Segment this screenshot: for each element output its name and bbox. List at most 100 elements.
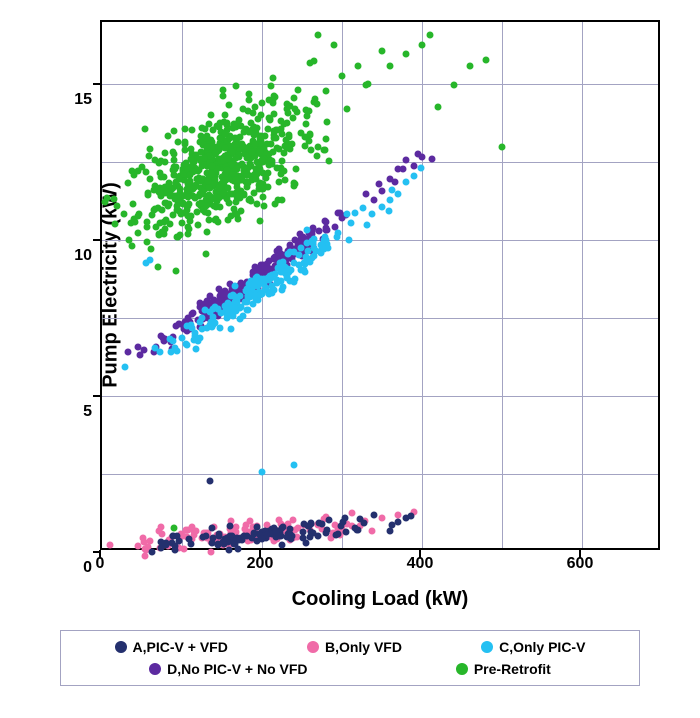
data-point bbox=[125, 348, 132, 355]
data-point bbox=[224, 308, 231, 315]
data-point bbox=[318, 520, 325, 527]
data-point bbox=[208, 162, 215, 169]
data-point bbox=[141, 347, 148, 354]
data-point bbox=[403, 50, 410, 57]
tick-mark-y bbox=[93, 551, 101, 553]
data-point bbox=[322, 136, 329, 143]
data-point bbox=[387, 527, 394, 534]
data-point bbox=[191, 329, 198, 336]
data-point bbox=[324, 118, 331, 125]
data-point bbox=[163, 216, 170, 223]
data-point bbox=[181, 125, 188, 132]
data-point bbox=[208, 549, 215, 556]
tick-label-y: 5 bbox=[52, 403, 92, 421]
gridline-horizontal bbox=[102, 396, 658, 397]
data-point bbox=[204, 228, 211, 235]
data-point bbox=[141, 553, 148, 560]
data-point bbox=[185, 212, 192, 219]
data-point bbox=[143, 224, 150, 231]
x-axis-title: Cooling Load (kW) bbox=[100, 588, 660, 611]
data-point bbox=[310, 529, 317, 536]
data-point bbox=[149, 549, 156, 556]
data-point bbox=[368, 211, 375, 218]
tick-mark-y bbox=[93, 239, 101, 241]
data-point bbox=[359, 204, 366, 211]
legend-item: D,No PIC-V + No VFD bbox=[149, 661, 307, 677]
data-point bbox=[347, 219, 354, 226]
data-point bbox=[169, 149, 176, 156]
data-point bbox=[258, 99, 265, 106]
data-point bbox=[349, 510, 356, 517]
data-point bbox=[179, 193, 186, 200]
data-point bbox=[147, 245, 154, 252]
data-point bbox=[243, 533, 250, 540]
data-point bbox=[209, 524, 216, 531]
data-point bbox=[245, 90, 252, 97]
tick-label-x: 600 bbox=[567, 555, 594, 573]
data-point bbox=[428, 155, 435, 162]
data-point bbox=[125, 179, 132, 186]
data-point bbox=[151, 344, 158, 351]
data-point bbox=[338, 523, 345, 530]
data-point bbox=[132, 219, 139, 226]
legend-item: B,Only VFD bbox=[307, 639, 402, 655]
data-point bbox=[284, 530, 291, 537]
data-point bbox=[379, 515, 386, 522]
data-point bbox=[161, 173, 168, 180]
data-point bbox=[467, 63, 474, 70]
data-point bbox=[387, 175, 394, 182]
data-point bbox=[419, 41, 426, 48]
data-point bbox=[166, 335, 173, 342]
data-point bbox=[165, 132, 172, 139]
legend-row: D,No PIC-V + No VFD Pre-Retrofit bbox=[75, 661, 625, 677]
data-point bbox=[244, 307, 251, 314]
data-point bbox=[194, 222, 201, 229]
data-point bbox=[176, 321, 183, 328]
data-point bbox=[135, 229, 142, 236]
data-point bbox=[121, 364, 128, 371]
data-point bbox=[233, 154, 240, 161]
data-point bbox=[162, 149, 169, 156]
data-point bbox=[287, 102, 294, 109]
data-point bbox=[205, 120, 212, 127]
legend-label: C,Only PIC-V bbox=[499, 639, 585, 655]
data-point bbox=[256, 217, 263, 224]
legend-swatch bbox=[481, 641, 493, 653]
data-point bbox=[205, 183, 212, 190]
data-point bbox=[251, 171, 258, 178]
data-point bbox=[215, 219, 222, 226]
gridline-vertical bbox=[342, 22, 343, 548]
data-point bbox=[313, 100, 320, 107]
data-point bbox=[233, 198, 240, 205]
data-point bbox=[199, 326, 206, 333]
data-point bbox=[175, 138, 182, 145]
data-point bbox=[499, 144, 506, 151]
legend-item: Pre-Retrofit bbox=[456, 661, 551, 677]
data-point bbox=[305, 138, 312, 145]
data-point bbox=[341, 514, 348, 521]
data-point bbox=[231, 283, 238, 290]
tick-mark-y bbox=[93, 83, 101, 85]
data-point bbox=[273, 145, 280, 152]
data-point bbox=[323, 236, 330, 243]
data-point bbox=[244, 184, 251, 191]
data-point bbox=[157, 219, 164, 226]
gridline-vertical bbox=[422, 22, 423, 548]
data-point bbox=[313, 152, 320, 159]
data-point bbox=[171, 524, 178, 531]
data-point bbox=[181, 147, 188, 154]
data-point bbox=[188, 541, 195, 548]
data-point bbox=[159, 228, 166, 235]
data-point bbox=[150, 207, 157, 214]
data-point bbox=[199, 315, 206, 322]
data-point bbox=[114, 203, 121, 210]
data-point bbox=[303, 120, 310, 127]
tick-label-y: 10 bbox=[52, 247, 92, 265]
data-point bbox=[172, 345, 179, 352]
data-point bbox=[291, 249, 298, 256]
data-point bbox=[239, 142, 246, 149]
data-point bbox=[265, 126, 272, 133]
data-point bbox=[342, 528, 349, 535]
data-point bbox=[246, 517, 253, 524]
data-point bbox=[273, 127, 280, 134]
